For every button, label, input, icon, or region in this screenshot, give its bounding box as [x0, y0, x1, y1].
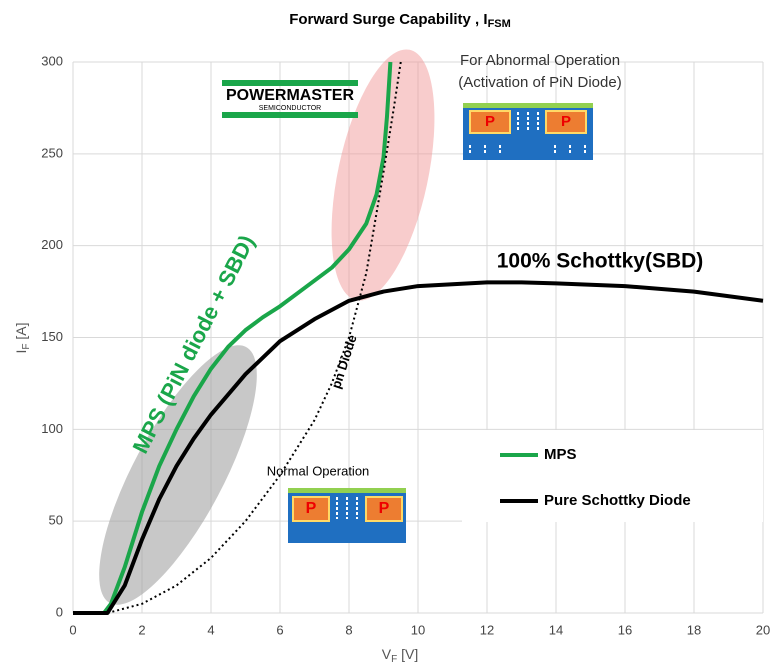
y-axis-label: IF [A]: [13, 322, 32, 353]
y-tick-label: 250: [41, 145, 63, 160]
x-tick-label: 4: [207, 622, 214, 637]
annotation: SEMICONDUCTOR: [259, 105, 321, 112]
x-tick-label: 14: [549, 622, 563, 637]
y-tick-label: 200: [41, 237, 63, 252]
title-sub: FSM: [488, 18, 511, 30]
logo-bar: [222, 112, 358, 118]
annotation: For Abnormal Operation: [460, 52, 620, 69]
chart-title: Forward Surge Capability , IFSM: [289, 11, 511, 30]
y-tick-label: 150: [41, 329, 63, 344]
logo-bar: [222, 80, 358, 86]
x-tick-label: 8: [345, 622, 352, 637]
x-tick-label: 6: [276, 622, 283, 637]
annotation: P: [379, 500, 390, 517]
y-tick-label: 50: [49, 513, 63, 528]
x-tick-label: 10: [411, 622, 425, 637]
annotation: P: [485, 113, 495, 130]
x-tick-label: 12: [480, 622, 494, 637]
annotation: P: [561, 113, 571, 130]
y-tick-label: 100: [41, 421, 63, 436]
annotation: 100% Schottky(SBD): [497, 250, 704, 273]
device-diagram: [463, 103, 593, 160]
annotation: POWERMASTER: [226, 87, 354, 104]
y-tick-label: 300: [41, 53, 63, 68]
x-tick-label: 0: [69, 622, 76, 637]
x-tick-label: 2: [138, 622, 145, 637]
y-tick-label: 0: [56, 604, 63, 619]
chart: Forward Surge Capability , IFSM VF [V] I…: [0, 0, 771, 665]
x-axis-label: VF [V]: [382, 646, 418, 665]
title-main: Forward Surge Capability , I: [289, 11, 487, 28]
y-label-unit: [A]: [13, 322, 29, 343]
annotation: Normal Operation: [267, 463, 370, 478]
legend-label: MPS: [544, 446, 577, 463]
x-label-unit: [V]: [397, 646, 418, 662]
x-tick-label: 16: [618, 622, 632, 637]
x-tick-label: 18: [687, 622, 701, 637]
series-label: pn Diode: [328, 333, 359, 391]
x-tick-label: 20: [756, 622, 770, 637]
legend-label: Pure Schottky Diode: [544, 492, 691, 509]
annotation: (Activation of PiN Diode): [458, 74, 621, 91]
annotation: P: [306, 500, 317, 517]
